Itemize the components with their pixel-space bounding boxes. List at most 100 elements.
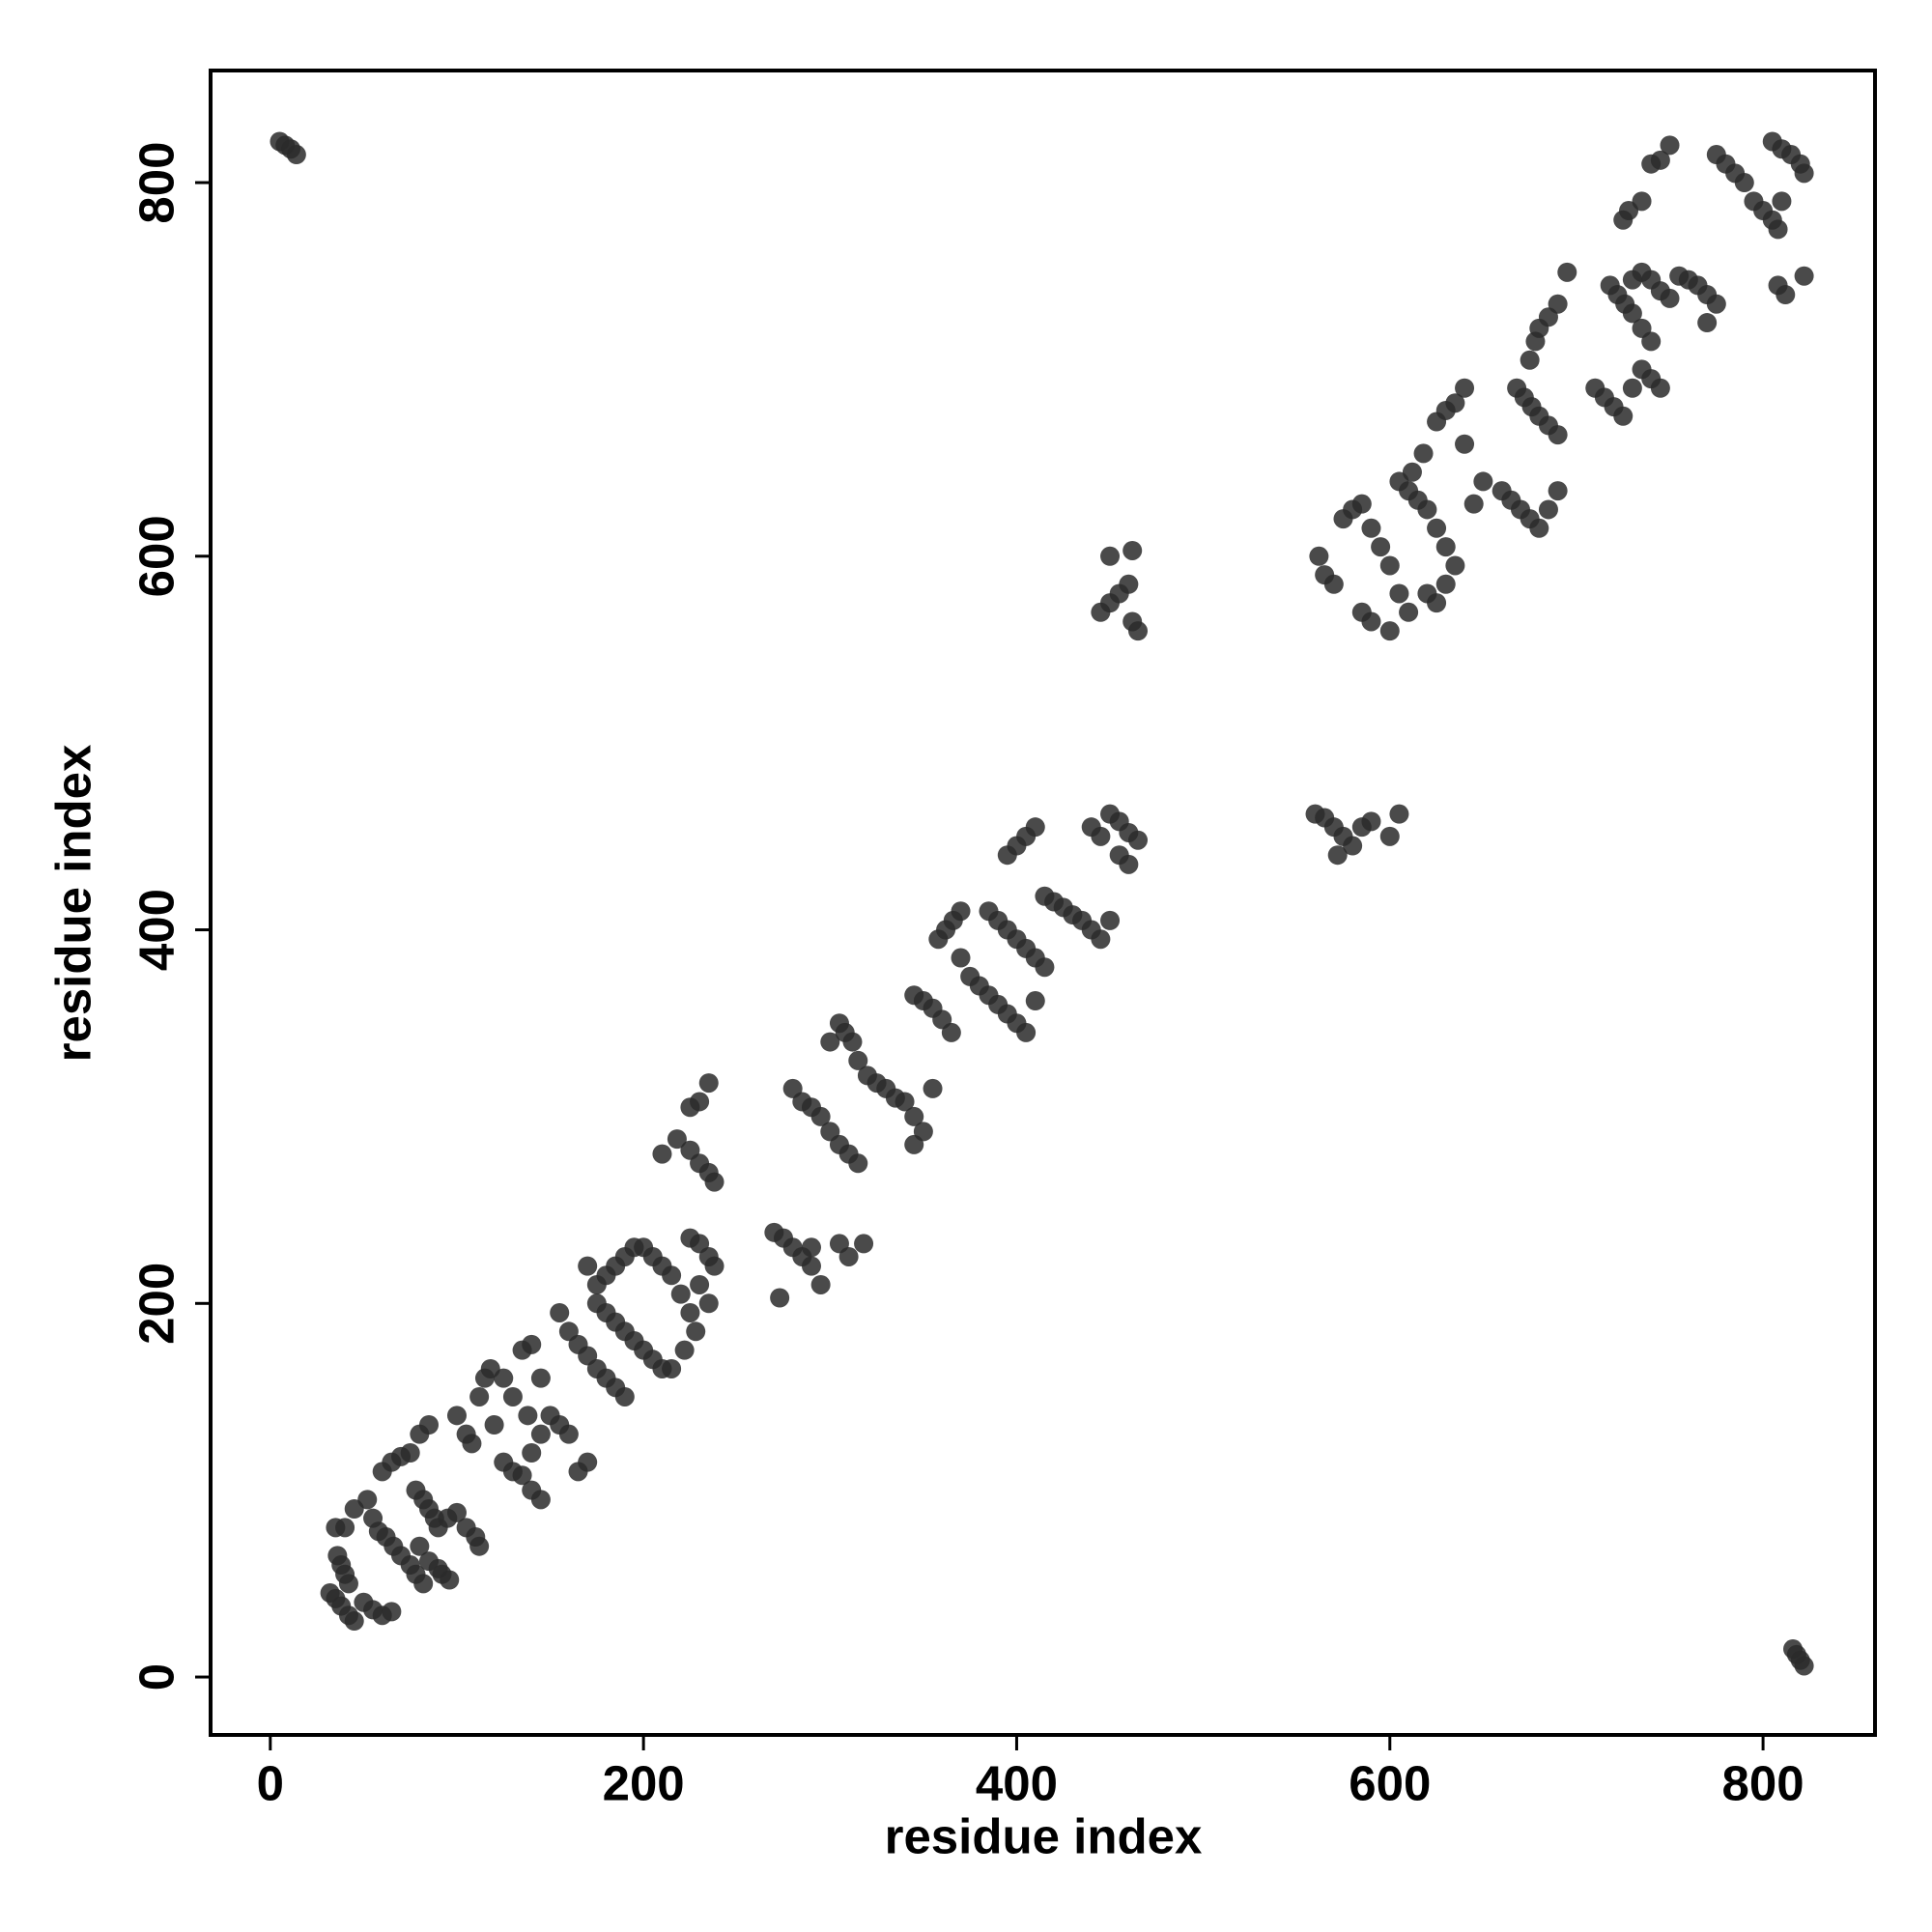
point [1413, 443, 1434, 464]
point [951, 948, 971, 968]
point [1035, 957, 1055, 978]
point [1650, 150, 1670, 170]
point [578, 1452, 598, 1472]
point [801, 1256, 821, 1276]
point [522, 1334, 542, 1354]
point [1794, 266, 1814, 286]
point [1119, 574, 1139, 594]
point [338, 1574, 358, 1594]
point [1641, 331, 1662, 352]
point [801, 1237, 821, 1258]
point [1650, 378, 1670, 398]
point [1371, 537, 1391, 557]
point [704, 1172, 724, 1192]
y-tick-label: 800 [128, 141, 184, 223]
point [1660, 288, 1680, 308]
point [469, 1536, 490, 1556]
point [810, 1106, 831, 1126]
point [1557, 262, 1577, 282]
point [512, 1465, 532, 1486]
point [904, 1106, 924, 1126]
point [842, 1032, 863, 1052]
point [1327, 845, 1348, 866]
plot-frame [209, 69, 1877, 1737]
point [484, 1414, 504, 1435]
point [941, 1022, 961, 1042]
point [690, 1092, 710, 1112]
point [494, 1368, 514, 1388]
y-tick-label: 200 [128, 1263, 184, 1345]
point [810, 1274, 831, 1294]
point [578, 1256, 598, 1276]
point [446, 1502, 467, 1522]
point [1389, 804, 1409, 824]
point [1734, 173, 1754, 193]
point [1520, 350, 1540, 370]
y-tick-label: 600 [128, 515, 184, 597]
point [1361, 811, 1381, 832]
y-tick-label: 400 [128, 889, 184, 971]
point [1417, 499, 1437, 520]
point [1697, 313, 1718, 333]
point [662, 1265, 682, 1286]
point [286, 145, 306, 165]
y-tick-label: 0 [128, 1663, 184, 1690]
point [674, 1340, 695, 1360]
point [410, 1536, 430, 1556]
point [854, 1234, 874, 1254]
point [1776, 285, 1796, 305]
x-tick-label: 400 [976, 1755, 1058, 1810]
point [923, 1078, 943, 1098]
point [1435, 574, 1456, 594]
point [502, 1386, 523, 1406]
point [698, 1073, 719, 1094]
point [1427, 518, 1447, 538]
point [1091, 826, 1111, 846]
point [1025, 991, 1045, 1011]
point [820, 1032, 840, 1052]
point [530, 1368, 551, 1388]
point [1435, 537, 1456, 557]
x-axis-title: residue index [885, 1808, 1203, 1863]
point [1309, 546, 1329, 566]
point [1622, 378, 1642, 398]
point [1389, 583, 1409, 604]
point [1794, 163, 1814, 184]
point [335, 1518, 355, 1538]
point [518, 1406, 538, 1426]
point [1660, 135, 1680, 156]
point [670, 1284, 691, 1304]
point [1351, 494, 1372, 514]
x-tick-label: 0 [257, 1755, 284, 1810]
y-axis-title: residue index [45, 745, 100, 1063]
point [1016, 1022, 1037, 1042]
point [838, 1246, 859, 1266]
point [357, 1490, 378, 1510]
point [1100, 546, 1121, 566]
x-tick-label: 800 [1722, 1755, 1804, 1810]
point [1343, 836, 1363, 856]
point [1402, 462, 1422, 482]
point [1122, 540, 1143, 560]
point [1548, 294, 1568, 314]
point [1455, 434, 1475, 454]
x-tick-label: 600 [1349, 1755, 1431, 1810]
point [446, 1406, 467, 1426]
point [530, 1490, 551, 1510]
point [1794, 1656, 1814, 1676]
point [848, 1050, 868, 1070]
point [382, 1602, 402, 1622]
point [1379, 826, 1400, 846]
point [686, 1321, 706, 1342]
point [418, 1414, 439, 1435]
point [1772, 191, 1792, 212]
point [1025, 817, 1045, 838]
point [1632, 191, 1652, 212]
point [895, 1092, 915, 1112]
point [1128, 830, 1149, 850]
point [1473, 471, 1493, 492]
point [652, 1144, 672, 1164]
point [1548, 425, 1568, 445]
x-tick-label: 200 [603, 1755, 685, 1810]
point [462, 1434, 482, 1454]
